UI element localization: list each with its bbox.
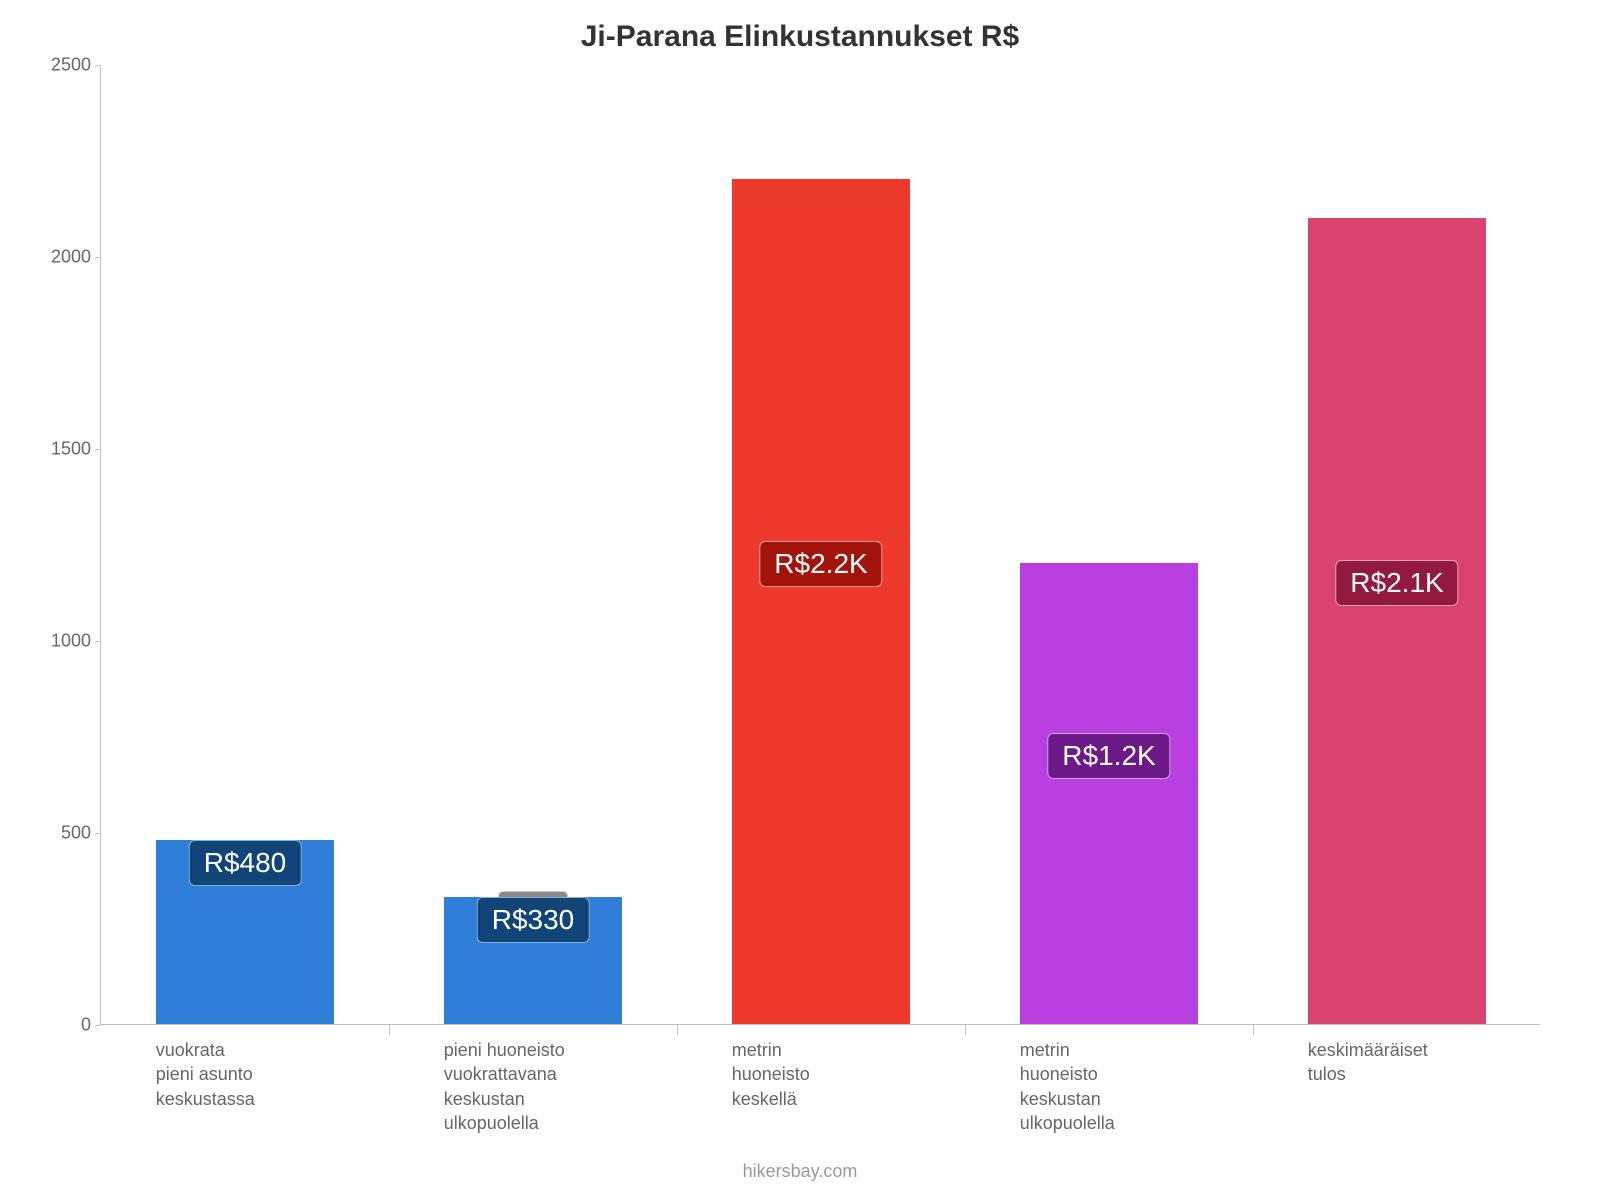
x-axis-label: metrinhuoneistokeskellä xyxy=(732,1024,991,1111)
y-tick-label: 2500 xyxy=(46,55,91,76)
y-tick-label: 0 xyxy=(46,1015,91,1036)
y-tick-label: 500 xyxy=(46,823,91,844)
y-tick-mark xyxy=(95,449,101,450)
attribution-text: hikersbay.com xyxy=(0,1161,1600,1182)
bar-value-label: R$330 xyxy=(477,897,590,943)
y-tick-label: 2000 xyxy=(46,247,91,268)
x-tick-mark xyxy=(1253,1024,1254,1034)
y-tick-mark xyxy=(95,1025,101,1026)
chart-title: Ji-Parana Elinkustannukset R$ xyxy=(0,20,1600,54)
x-tick-mark xyxy=(389,1024,390,1034)
x-tick-mark xyxy=(677,1024,678,1034)
y-tick-label: 1500 xyxy=(46,439,91,460)
x-tick-mark xyxy=(965,1024,966,1034)
bar xyxy=(732,179,911,1024)
x-axis-label: pieni huoneistovuokrattavanakeskustanulk… xyxy=(444,1024,703,1135)
bar xyxy=(1020,563,1199,1024)
x-axis-label: keskimääräisettulos xyxy=(1308,1024,1567,1087)
x-axis-label: vuokratapieni asuntokeskustassa xyxy=(156,1024,415,1111)
y-tick-mark xyxy=(95,65,101,66)
plot-area: 05001000150020002500vuokratapieni asunto… xyxy=(100,65,1540,1025)
chart-container: Ji-Parana Elinkustannukset R$ 0500100015… xyxy=(0,0,1600,1200)
y-tick-mark xyxy=(95,641,101,642)
bar-value-label: R$480 xyxy=(189,840,302,886)
y-tick-label: 1000 xyxy=(46,631,91,652)
y-tick-mark xyxy=(95,257,101,258)
bar-value-label: R$2.2K xyxy=(759,541,882,587)
bar-value-label: R$2.1K xyxy=(1335,560,1458,606)
bar-value-label: R$1.2K xyxy=(1047,733,1170,779)
bar xyxy=(1308,218,1487,1024)
y-tick-mark xyxy=(95,833,101,834)
x-axis-label: metrinhuoneistokeskustanulkopuolella xyxy=(1020,1024,1279,1135)
